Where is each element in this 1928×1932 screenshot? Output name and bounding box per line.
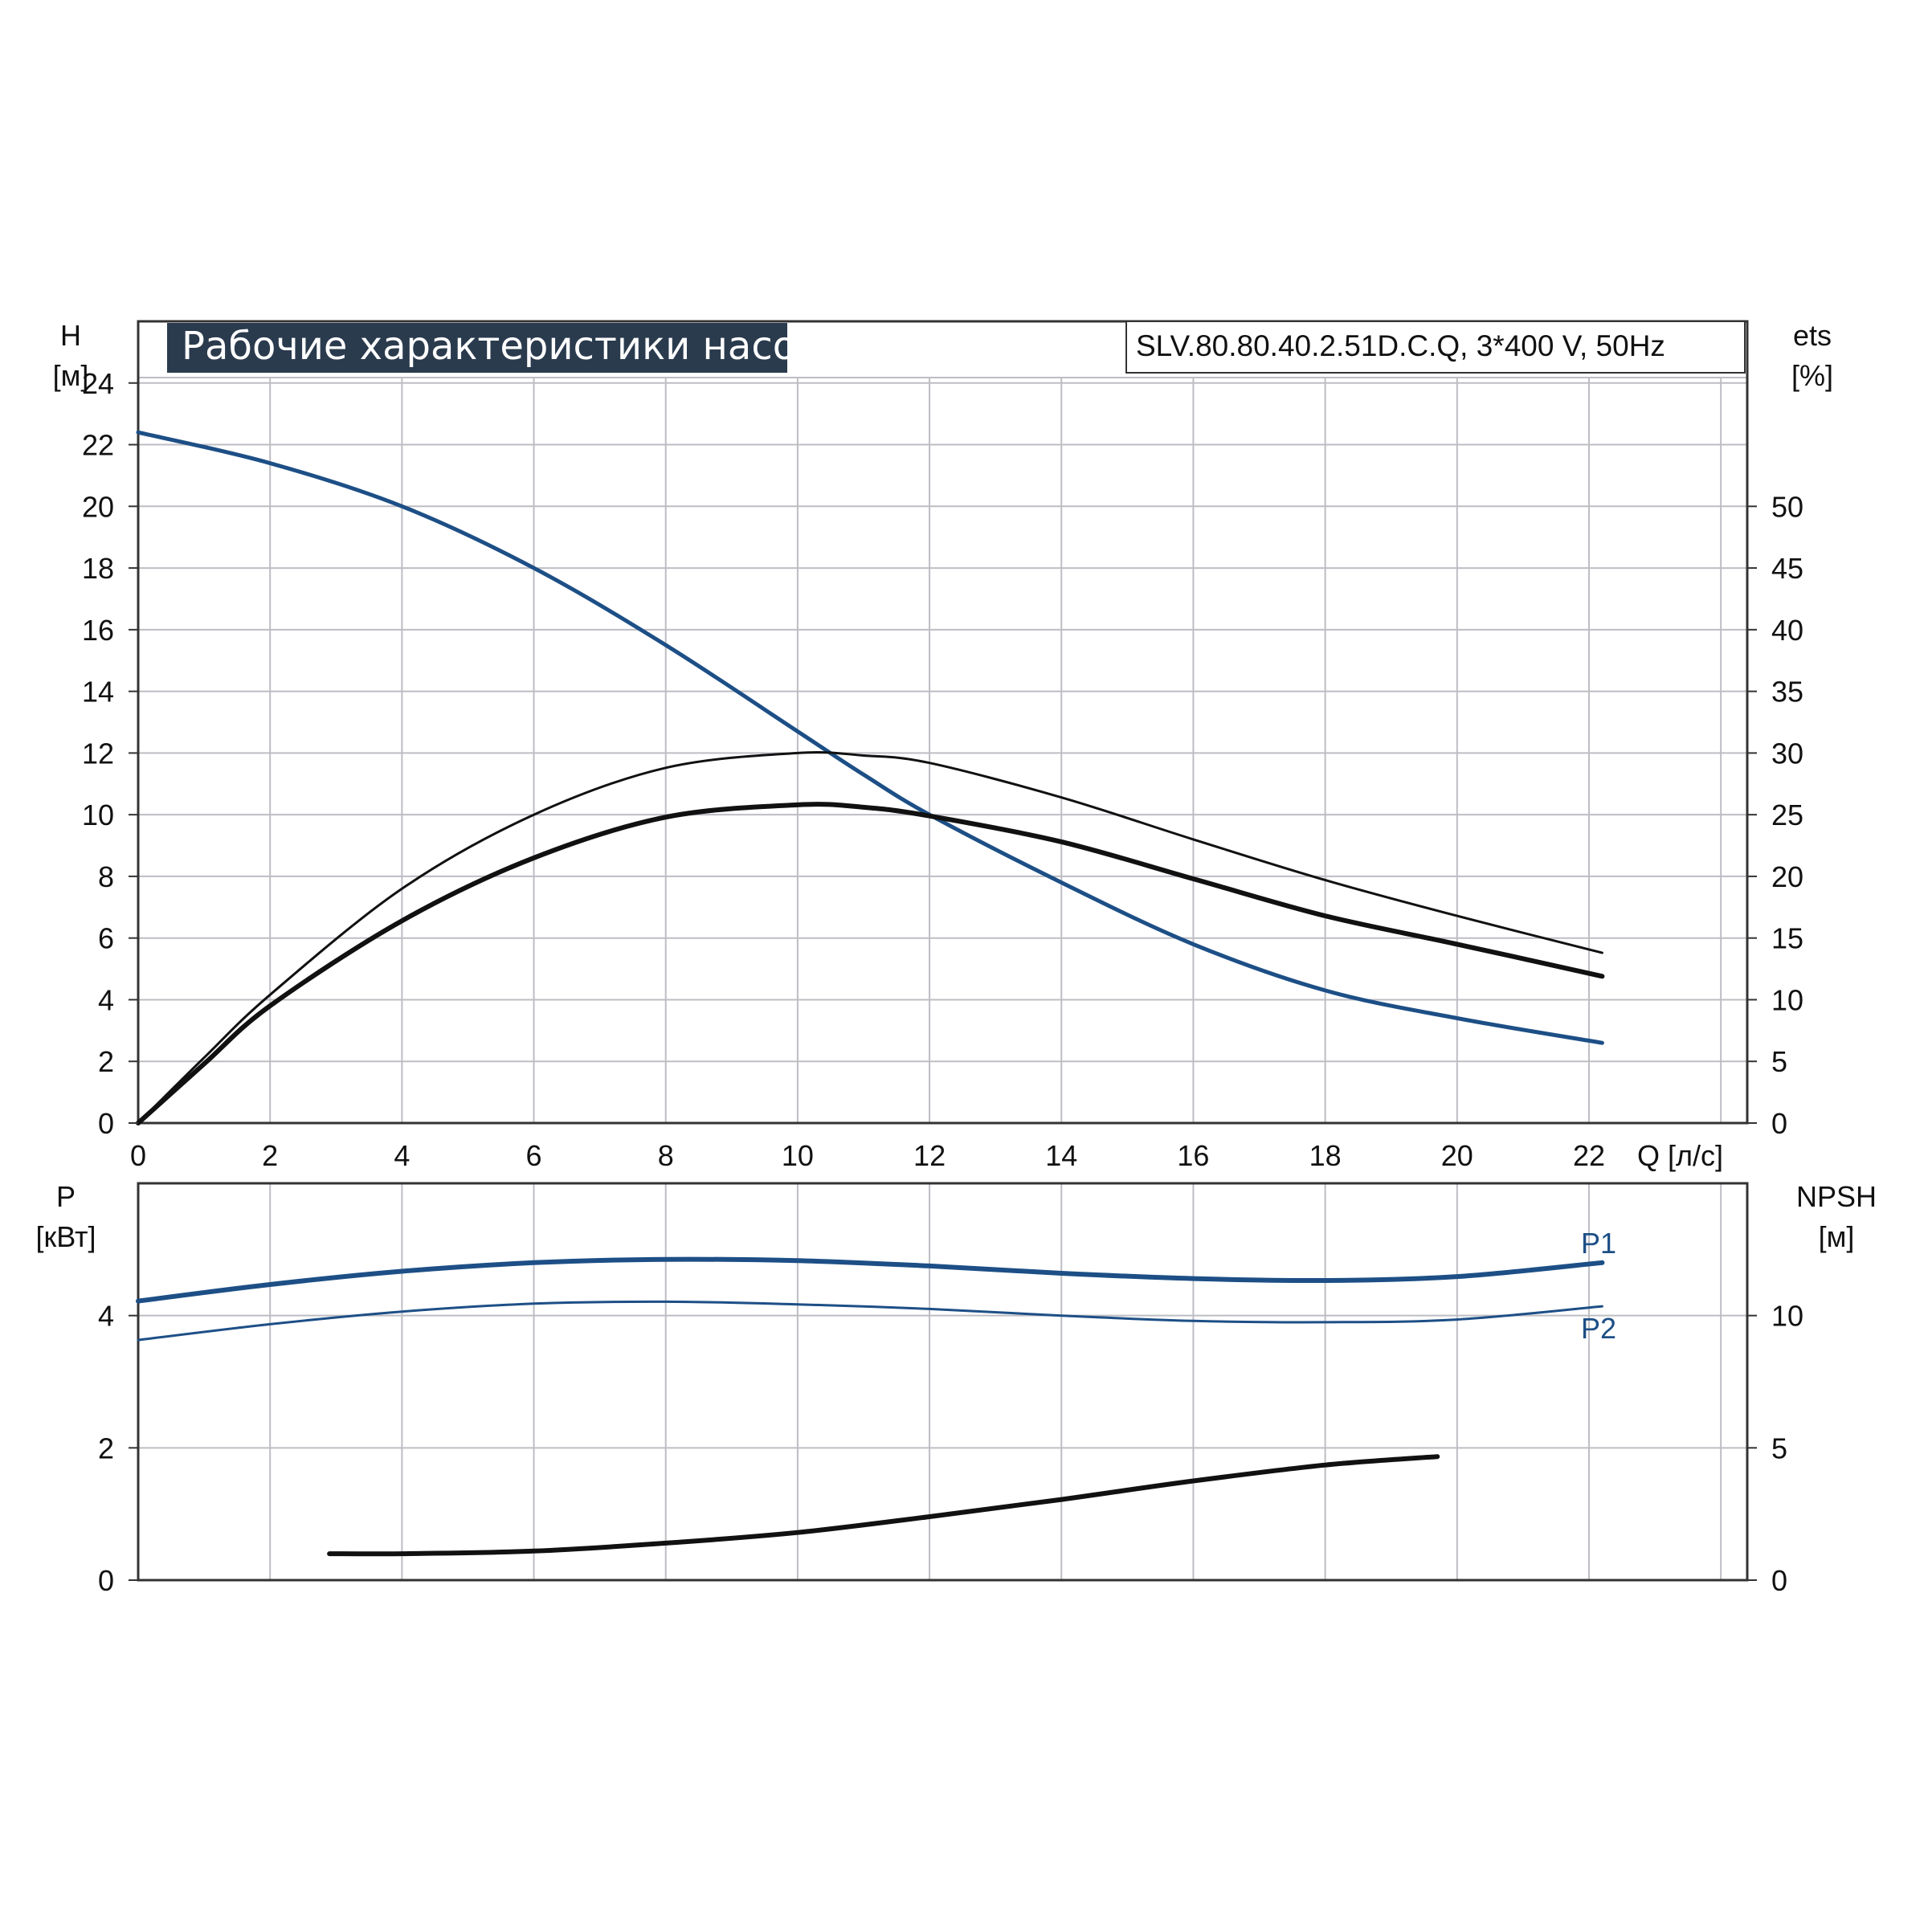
head-y2tick-label: 40 xyxy=(1771,614,1803,647)
head-ytick-label: 10 xyxy=(82,799,114,831)
power-ytick-label: 4 xyxy=(98,1300,114,1333)
head-ytick-label: 6 xyxy=(98,922,114,955)
head-ytick-label: 4 xyxy=(98,983,114,1016)
head-y2tick-label: 30 xyxy=(1771,737,1803,770)
power-curve-2 xyxy=(327,1454,1440,1557)
power-y2tick-label: 5 xyxy=(1771,1432,1787,1464)
head-curve-0 xyxy=(136,430,1604,1045)
head-ytick-label: 24 xyxy=(82,367,114,400)
head-y2tick-label: 5 xyxy=(1771,1045,1787,1078)
h-axis-unit: [м] xyxy=(53,359,89,392)
p-axis-title: P xyxy=(56,1180,76,1213)
x-tick-label: 12 xyxy=(913,1139,946,1172)
head-ytick-label: 8 xyxy=(98,860,114,893)
power-curve-p2 xyxy=(137,1300,1603,1342)
head-plot-frame xyxy=(137,320,1749,1125)
x-tick-label: 18 xyxy=(1309,1139,1342,1172)
tick-labels: 0246810121416182022240510152025303540455… xyxy=(82,367,1803,1597)
head-ytick-label: 12 xyxy=(82,737,114,770)
curves xyxy=(136,430,1605,1557)
head-y2tick-label: 15 xyxy=(1771,922,1803,955)
power-ytick-label: 2 xyxy=(98,1432,114,1464)
head-ytick-label: 20 xyxy=(82,490,114,523)
pump-model: SLV.80.80.40.2.51D.C.Q, 3*400 V, 50Hz xyxy=(1136,329,1665,362)
head-ytick-label: 22 xyxy=(82,429,114,462)
h-axis-title: H xyxy=(60,319,81,352)
head-y2tick-label: 45 xyxy=(1771,552,1803,585)
plot-frames xyxy=(137,320,1749,1582)
x-tick-label: 10 xyxy=(782,1139,814,1172)
model-box xyxy=(1125,321,1746,374)
power-plot-frame xyxy=(137,1182,1749,1582)
head-y2tick-label: 20 xyxy=(1771,860,1803,893)
p2-curve-label: P2 xyxy=(1581,1312,1616,1345)
head-y2tick-label: 25 xyxy=(1771,799,1803,831)
power-ytick-label: 0 xyxy=(98,1564,114,1597)
head-curve-2 xyxy=(136,802,1605,1125)
x-tick-label: 4 xyxy=(394,1139,410,1172)
chart-title: Рабочие характеристики насоса xyxy=(182,324,841,369)
head-curve-1 xyxy=(137,751,1603,1125)
head-ytick-label: 0 xyxy=(98,1107,114,1140)
x-tick-label: 14 xyxy=(1045,1139,1077,1172)
x-tick-label: 0 xyxy=(130,1139,146,1172)
head-y2tick-label: 10 xyxy=(1771,983,1803,1016)
head-y2tick-label: 50 xyxy=(1771,490,1803,523)
head-ytick-label: 2 xyxy=(98,1045,114,1078)
eta-axis-unit: [%] xyxy=(1791,359,1833,392)
head-ytick-label: 18 xyxy=(82,552,114,585)
power-y2tick-label: 10 xyxy=(1771,1300,1803,1333)
head-ytick-label: 14 xyxy=(82,676,114,709)
head-y2tick-label: 35 xyxy=(1771,676,1803,709)
head-ytick-label: 16 xyxy=(82,614,114,647)
title-box xyxy=(167,323,787,373)
head-y2tick-label: 0 xyxy=(1771,1107,1787,1140)
x-tick-label: 6 xyxy=(526,1139,542,1172)
power-curve-p1 xyxy=(136,1256,1605,1304)
x-tick-label: 2 xyxy=(262,1139,278,1172)
power-y2tick-label: 0 xyxy=(1771,1564,1787,1597)
npsh-axis-unit: [м] xyxy=(1819,1220,1855,1253)
eta-axis-title: ets xyxy=(1793,319,1832,352)
q-axis-title: Q [л/с] xyxy=(1637,1139,1723,1172)
x-tick-label: 20 xyxy=(1441,1139,1473,1172)
p-axis-unit: [кВт] xyxy=(35,1220,96,1253)
x-tick-label: 22 xyxy=(1573,1139,1605,1172)
x-tick-label: 16 xyxy=(1177,1139,1209,1172)
grid-lines xyxy=(138,377,1747,1580)
p1-curve-label: P1 xyxy=(1581,1227,1616,1260)
x-tick-label: 8 xyxy=(658,1139,674,1172)
npsh-axis-title: NPSH xyxy=(1796,1180,1877,1213)
